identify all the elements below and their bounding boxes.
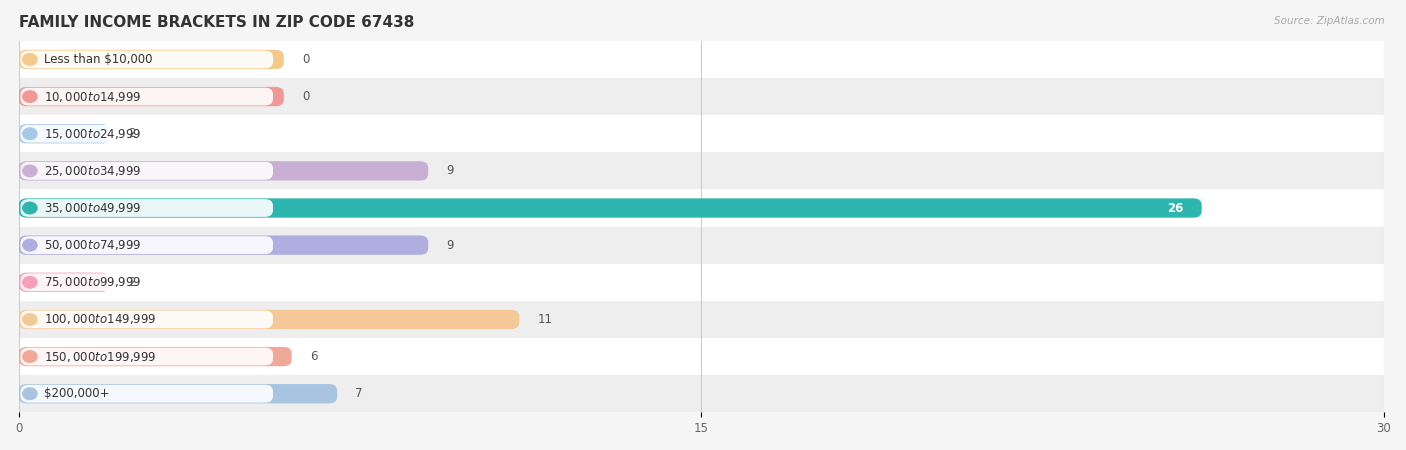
Text: 6: 6 (309, 350, 318, 363)
Circle shape (22, 314, 37, 325)
Text: $35,000 to $49,999: $35,000 to $49,999 (44, 201, 141, 215)
Text: 11: 11 (537, 313, 553, 326)
FancyBboxPatch shape (21, 88, 273, 105)
Bar (18, 152, 1384, 189)
Text: 26: 26 (1167, 202, 1184, 215)
FancyBboxPatch shape (18, 124, 110, 144)
FancyBboxPatch shape (18, 161, 429, 180)
Circle shape (22, 165, 37, 177)
Text: 7: 7 (356, 387, 363, 400)
Text: 2: 2 (128, 127, 135, 140)
Text: $200,000+: $200,000+ (44, 387, 110, 400)
Text: $100,000 to $149,999: $100,000 to $149,999 (44, 312, 156, 326)
Text: 9: 9 (446, 238, 454, 252)
Bar (18, 115, 1384, 152)
Circle shape (22, 91, 37, 103)
Bar (18, 301, 1384, 338)
FancyBboxPatch shape (21, 385, 273, 403)
Text: $25,000 to $34,999: $25,000 to $34,999 (44, 164, 141, 178)
Bar (18, 189, 1384, 227)
Bar (18, 78, 1384, 115)
Text: 0: 0 (302, 90, 309, 103)
Text: $15,000 to $24,999: $15,000 to $24,999 (44, 127, 141, 141)
FancyBboxPatch shape (21, 162, 273, 180)
FancyBboxPatch shape (21, 236, 273, 254)
Text: 9: 9 (446, 164, 454, 177)
Circle shape (22, 351, 37, 362)
Bar (18, 41, 1384, 78)
Bar (18, 375, 1384, 412)
FancyBboxPatch shape (21, 125, 273, 143)
Text: $50,000 to $74,999: $50,000 to $74,999 (44, 238, 141, 252)
FancyBboxPatch shape (21, 310, 273, 328)
Bar (18, 338, 1384, 375)
Circle shape (22, 202, 37, 214)
Text: 2: 2 (128, 276, 135, 289)
FancyBboxPatch shape (21, 50, 273, 68)
FancyBboxPatch shape (21, 348, 273, 365)
Circle shape (22, 54, 37, 65)
Text: Source: ZipAtlas.com: Source: ZipAtlas.com (1274, 16, 1385, 26)
FancyBboxPatch shape (18, 198, 1202, 218)
FancyBboxPatch shape (18, 347, 291, 366)
Text: Less than $10,000: Less than $10,000 (44, 53, 152, 66)
Text: $75,000 to $99,999: $75,000 to $99,999 (44, 275, 141, 289)
Text: $10,000 to $14,999: $10,000 to $14,999 (44, 90, 141, 104)
FancyBboxPatch shape (21, 274, 273, 291)
FancyBboxPatch shape (18, 50, 284, 69)
Bar (18, 264, 1384, 301)
Text: $150,000 to $199,999: $150,000 to $199,999 (44, 350, 156, 364)
FancyBboxPatch shape (18, 235, 429, 255)
FancyBboxPatch shape (18, 87, 284, 106)
Circle shape (22, 128, 37, 140)
Circle shape (22, 276, 37, 288)
Circle shape (22, 239, 37, 251)
FancyBboxPatch shape (18, 273, 110, 292)
FancyBboxPatch shape (21, 199, 273, 217)
Text: 0: 0 (302, 53, 309, 66)
FancyBboxPatch shape (18, 384, 337, 403)
Circle shape (22, 388, 37, 400)
Text: FAMILY INCOME BRACKETS IN ZIP CODE 67438: FAMILY INCOME BRACKETS IN ZIP CODE 67438 (18, 15, 413, 30)
Bar (18, 227, 1384, 264)
FancyBboxPatch shape (18, 310, 519, 329)
